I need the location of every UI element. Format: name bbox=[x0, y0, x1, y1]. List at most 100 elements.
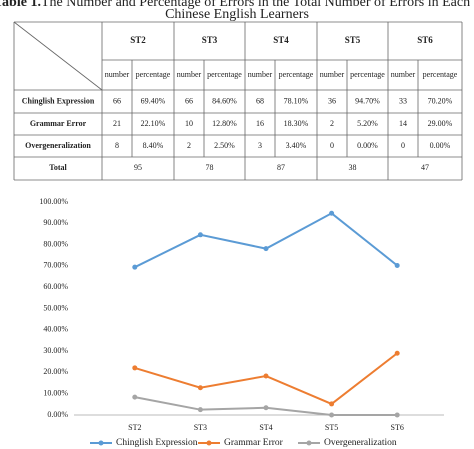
y-tick-label: 40.00% bbox=[43, 325, 68, 334]
table-cell: 0.00% bbox=[430, 141, 451, 150]
total-cell: 38 bbox=[349, 163, 357, 172]
legend-marker bbox=[306, 440, 312, 446]
table-cell: 18.30% bbox=[284, 119, 309, 128]
title-line1: Table 1.The Number and Percentage of Err… bbox=[0, 0, 474, 10]
y-tick-label: 0.00% bbox=[47, 410, 68, 419]
table-cell: 66 bbox=[185, 96, 193, 105]
series-marker bbox=[394, 262, 400, 268]
table-cell: 2.50% bbox=[214, 141, 235, 150]
series-marker bbox=[197, 385, 203, 391]
series-line bbox=[134, 352, 398, 406]
table-cell: 78.10% bbox=[284, 96, 309, 105]
sub-header: percentage bbox=[423, 70, 458, 79]
x-tick-label: ST5 bbox=[325, 423, 338, 432]
table-cell: 84.60% bbox=[212, 96, 237, 105]
table-cell: 70.20% bbox=[428, 96, 453, 105]
table-cell: 0.00% bbox=[357, 141, 378, 150]
legend-label: Chinglish Expression bbox=[116, 438, 198, 448]
table-cell: 29.00% bbox=[428, 119, 453, 128]
table-cell: 22.10% bbox=[141, 119, 166, 128]
series-marker bbox=[132, 365, 138, 371]
table-cell: 68 bbox=[256, 96, 264, 105]
total-label: Total bbox=[49, 163, 67, 172]
x-tick-label: ST4 bbox=[259, 423, 272, 432]
table-cell: 66 bbox=[113, 96, 121, 105]
y-tick-label: 80.00% bbox=[43, 239, 68, 248]
column-header: ST3 bbox=[202, 35, 218, 45]
series-marker bbox=[263, 405, 269, 411]
total-cell: 47 bbox=[421, 163, 429, 172]
y-tick-label: 60.00% bbox=[43, 282, 68, 291]
y-tick-label: 90.00% bbox=[43, 218, 68, 227]
title-line2: Chinese English Learners bbox=[165, 7, 309, 22]
table-cell: 33 bbox=[399, 96, 407, 105]
total-cell: 95 bbox=[134, 163, 142, 172]
column-header: ST6 bbox=[417, 35, 433, 45]
sub-header: number bbox=[248, 70, 273, 79]
table-cell: 8 bbox=[115, 141, 119, 150]
series-marker bbox=[329, 401, 335, 407]
table-cell: 0 bbox=[330, 141, 334, 150]
series-marker bbox=[394, 412, 400, 418]
sub-header: percentage bbox=[136, 70, 171, 79]
x-tick-label: ST2 bbox=[128, 423, 141, 432]
y-tick-label: 20.00% bbox=[43, 367, 68, 376]
table-cell: 69.40% bbox=[141, 96, 166, 105]
table-cell: 0 bbox=[401, 141, 405, 150]
y-tick-label: 30.00% bbox=[43, 346, 68, 355]
sub-header: percentage bbox=[350, 70, 385, 79]
column-header: ST5 bbox=[345, 35, 361, 45]
series-marker bbox=[197, 407, 203, 413]
sub-header: number bbox=[177, 70, 202, 79]
series-marker bbox=[329, 412, 335, 418]
y-tick-label: 70.00% bbox=[43, 261, 68, 270]
series-marker bbox=[394, 350, 400, 356]
x-tick-label: ST3 bbox=[194, 423, 207, 432]
x-tick-label: ST6 bbox=[391, 423, 404, 432]
y-tick-label: 50.00% bbox=[43, 303, 68, 312]
table-cell: 2 bbox=[330, 119, 334, 128]
table-cell: 36 bbox=[328, 96, 336, 105]
table-cell: 94.70% bbox=[355, 96, 380, 105]
column-header: ST2 bbox=[130, 35, 146, 45]
table-cell: 2 bbox=[187, 141, 191, 150]
sub-header: number bbox=[320, 70, 345, 79]
row-label: Chinglish Expression bbox=[22, 96, 95, 105]
title-label: Table 1. bbox=[0, 0, 41, 10]
table-cell: 10 bbox=[185, 119, 193, 128]
series-marker bbox=[197, 232, 203, 238]
series-line bbox=[134, 212, 398, 269]
table-cell: 5.20% bbox=[357, 119, 378, 128]
series-marker bbox=[263, 246, 269, 252]
sub-header: percentage bbox=[207, 70, 242, 79]
table-diagonal bbox=[13, 21, 103, 91]
sub-header: number bbox=[105, 70, 130, 79]
row-label: Grammar Error bbox=[30, 119, 87, 128]
row-label: Overgeneralization bbox=[25, 141, 91, 150]
y-tick-label: 10.00% bbox=[43, 389, 68, 398]
title-text: The Number and Percentage of Errors in t… bbox=[41, 0, 474, 10]
column-header: ST4 bbox=[273, 35, 289, 45]
sub-header: number bbox=[391, 70, 416, 79]
legend-marker bbox=[206, 440, 212, 446]
sub-header: percentage bbox=[279, 70, 314, 79]
table-cell: 16 bbox=[256, 119, 264, 128]
table-cell: 3.40% bbox=[286, 141, 307, 150]
series-marker bbox=[132, 264, 138, 270]
table-cell: 3 bbox=[258, 141, 262, 150]
legend-marker bbox=[98, 440, 104, 446]
table-cell: 12.80% bbox=[212, 119, 237, 128]
total-cell: 87 bbox=[277, 163, 285, 172]
table-cell: 14 bbox=[399, 119, 407, 128]
series-marker bbox=[263, 373, 269, 379]
series-marker bbox=[329, 210, 335, 216]
table-cell: 8.40% bbox=[143, 141, 164, 150]
table-cell: 21 bbox=[113, 119, 121, 128]
y-tick-label: 100.00% bbox=[39, 197, 68, 206]
total-cell: 78 bbox=[206, 163, 214, 172]
legend-label: Overgeneralization bbox=[324, 438, 397, 448]
legend-label: Grammar Error bbox=[224, 438, 284, 448]
series-marker bbox=[132, 394, 138, 400]
